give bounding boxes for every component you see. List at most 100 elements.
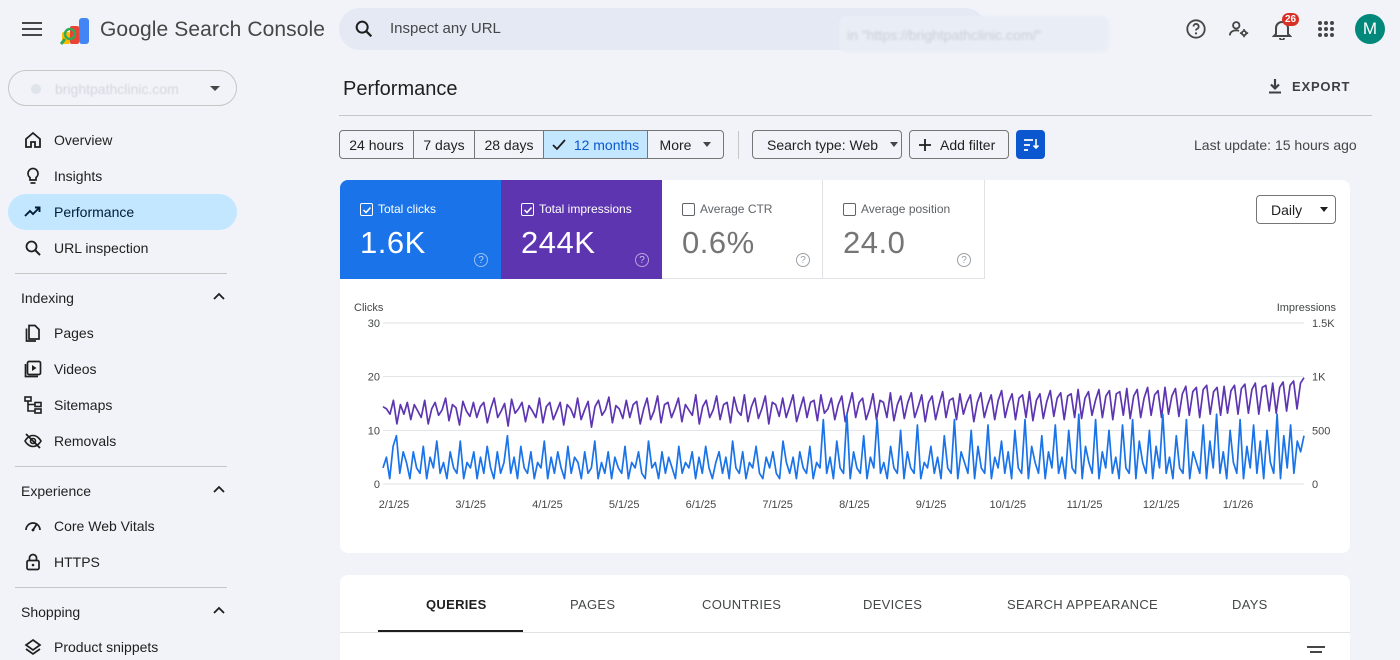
- tab-devices[interactable]: DEVICES: [863, 597, 923, 612]
- sidebar-item-label: Videos: [54, 361, 97, 377]
- sidebar-item-url-inspection[interactable]: URL inspection: [8, 230, 237, 266]
- notifications-button[interactable]: 26: [1264, 11, 1300, 47]
- sidebar-item-https[interactable]: HTTPS: [8, 544, 237, 580]
- range-more-dropdown[interactable]: More: [647, 130, 724, 159]
- metric-value: 0.6%: [682, 225, 755, 260]
- metric-label: Total impressions: [539, 202, 632, 216]
- property-selector[interactable]: brightpathclinic.com: [8, 70, 237, 106]
- help-button[interactable]: [1178, 11, 1214, 47]
- tab-queries[interactable]: QUERIES: [426, 597, 487, 612]
- account-settings-button[interactable]: [1221, 11, 1257, 47]
- chevron-up-icon[interactable]: [213, 606, 225, 614]
- export-button[interactable]: EXPORT: [1266, 77, 1350, 95]
- section-indexing[interactable]: Indexing: [21, 290, 74, 306]
- sidebar-item-pages[interactable]: Pages: [8, 315, 237, 351]
- x-tick-label: 11/1/25: [1067, 499, 1103, 510]
- metric-total-impressions[interactable]: Total impressions 244K ?: [501, 180, 662, 279]
- x-tick-label: 10/1/25: [989, 499, 1026, 510]
- caret-down-icon: [890, 142, 899, 147]
- metric-total-clicks[interactable]: Total clicks 1.6K ?: [340, 180, 501, 279]
- help-icon[interactable]: ?: [474, 253, 488, 267]
- x-tick-label: 6/1/25: [686, 499, 717, 510]
- sidebar-item-product-snippets[interactable]: Product snippets: [8, 629, 237, 660]
- export-label: EXPORT: [1292, 78, 1351, 94]
- tab-pages[interactable]: PAGES: [570, 597, 616, 612]
- layers-icon: [24, 638, 42, 656]
- search-placeholder[interactable]: Inspect any URL: [390, 20, 501, 37]
- sidebar-item-videos[interactable]: Videos: [8, 351, 237, 387]
- metric-value: 1.6K: [360, 225, 426, 260]
- tab-days[interactable]: DAYS: [1232, 597, 1268, 612]
- metric-value: 244K: [521, 225, 596, 260]
- performance-chart[interactable]: Clicks Impressions 30 1.5K 20 1K 10 500 0 0 2/1/25…: [340, 290, 1350, 510]
- filter-separator: [738, 131, 739, 159]
- left-axis-title: Clicks: [354, 302, 384, 314]
- right-axis-title: Impressions: [1277, 302, 1337, 314]
- sidebar-item-core-web-vitals[interactable]: Core Web Vitals: [8, 508, 237, 544]
- granularity-label: Daily: [1271, 201, 1303, 218]
- help-icon[interactable]: ?: [796, 253, 810, 267]
- checkbox-unchecked-icon: [682, 203, 695, 216]
- chevron-up-icon[interactable]: [213, 292, 225, 300]
- notification-badge: 26: [1282, 13, 1300, 26]
- add-filter-button[interactable]: Add filter: [909, 130, 1009, 159]
- section-shopping[interactable]: Shopping: [21, 604, 81, 620]
- metric-value: 24.0: [843, 225, 906, 260]
- help-icon[interactable]: ?: [635, 253, 649, 267]
- help-icon[interactable]: ?: [957, 253, 971, 267]
- search-icon: [25, 240, 41, 256]
- sidebar-divider: [15, 466, 227, 467]
- filter-settings-button[interactable]: [1016, 130, 1045, 159]
- metric-average-position[interactable]: Average position 24.0 ?: [823, 180, 985, 279]
- sidebar-item-sitemaps[interactable]: Sitemaps: [8, 387, 237, 423]
- range-12-months[interactable]: 12 months: [543, 130, 648, 159]
- sidebar-divider: [15, 273, 227, 274]
- lock-icon: [26, 553, 40, 571]
- sidebar-item-performance[interactable]: Performance: [8, 194, 237, 230]
- sidebar-item-removals[interactable]: Removals: [8, 423, 237, 459]
- chevron-down-icon: [210, 86, 220, 91]
- sitemap-icon: [24, 396, 42, 414]
- range-label: More: [659, 136, 692, 153]
- performance-card: Total clicks 1.6K ? Total impressions 24…: [340, 180, 1350, 553]
- impressions-series-line: [382, 377, 1305, 428]
- granularity-dropdown[interactable]: Daily: [1256, 195, 1336, 224]
- left-tick-label: 20: [368, 372, 380, 384]
- clicks-series-line: [382, 413, 1305, 480]
- hamburger-icon: [22, 22, 42, 36]
- range-7-days[interactable]: 7 days: [413, 130, 475, 159]
- tab-countries[interactable]: COUNTRIES: [702, 597, 782, 612]
- main-menu-button[interactable]: [14, 11, 50, 47]
- avatar[interactable]: M: [1355, 14, 1385, 44]
- apps-button[interactable]: [1308, 11, 1344, 47]
- caret-down-icon: [1320, 207, 1329, 212]
- x-tick-label: 3/1/25: [455, 499, 486, 510]
- section-experience[interactable]: Experience: [21, 483, 92, 499]
- range-24-hours[interactable]: 24 hours: [339, 130, 414, 159]
- filter-rows-icon[interactable]: [1306, 645, 1326, 659]
- sidebar-item-insights[interactable]: Insights: [8, 158, 237, 194]
- app-name[interactable]: Google Search Console: [100, 18, 326, 41]
- search-console-logo[interactable]: [60, 14, 94, 46]
- sidebar-item-label: Sitemaps: [54, 397, 113, 413]
- chevron-up-icon[interactable]: [213, 485, 225, 493]
- search-type-dropdown[interactable]: Search type: Web: [752, 130, 902, 159]
- search-icon[interactable]: [353, 18, 375, 40]
- range-28-days[interactable]: 28 days: [474, 130, 544, 159]
- sidebar-item-label: Insights: [54, 168, 103, 184]
- url-inspection-search[interactable]: Inspect any URL in "https://brightpathcl…: [339, 8, 1109, 52]
- sidebar-item-overview[interactable]: Overview: [8, 122, 237, 158]
- pages-icon: [25, 324, 40, 342]
- check-icon: [552, 138, 566, 150]
- sidebar-item-label: Removals: [54, 433, 117, 449]
- filter-list-icon: [1023, 138, 1039, 151]
- sidebar-item-label: HTTPS: [54, 554, 100, 570]
- top-bar: Google Search Console Inspect any URL in…: [0, 0, 1400, 58]
- download-icon: [1269, 79, 1281, 94]
- speed-icon: [25, 522, 41, 532]
- metric-average-ctr[interactable]: Average CTR 0.6% ?: [662, 180, 823, 279]
- caret-down-icon: [703, 142, 712, 147]
- sidebar-item-label: URL inspection: [54, 240, 149, 256]
- tab-search-appearance[interactable]: SEARCH APPEARANCE: [1007, 597, 1159, 612]
- dimension-tabs-card: QUERIES PAGES COUNTRIES DEVICES SEARCH A…: [340, 575, 1350, 660]
